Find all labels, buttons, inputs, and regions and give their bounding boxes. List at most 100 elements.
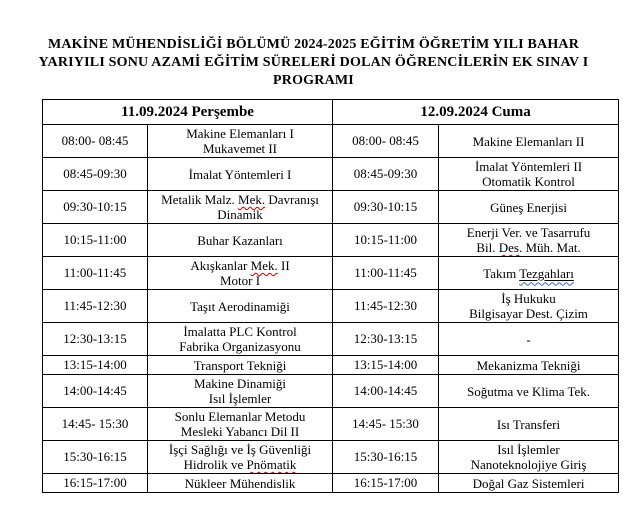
course-line: Isıl İşlemler [441, 442, 616, 457]
course-line: Enerji Ver. ve Tasarrufu [441, 225, 616, 240]
friday-time-cell: 11:00-11:45 [332, 256, 440, 290]
friday-course-cell: Doğal Gaz Sistemleri [438, 473, 620, 493]
course-text: Metalik Malz. [161, 192, 239, 207]
page-title-line-3: PROGRAMI [273, 73, 354, 88]
table-row: 08:45-09:30 İmalat Yöntemleri I 08:45-09:3… [42, 157, 620, 191]
thursday-course-cell: İmalatta PLC Kontrol Fabrika Organizasyon… [146, 322, 334, 356]
course-text: - [526, 331, 531, 347]
course-text: İmalat Yöntemleri I [188, 166, 292, 182]
table-row: 15:30-16:15 İşçi Sağlığı ve İş Güvenliği H… [42, 440, 620, 474]
thursday-time-cell: 14:45- 15:30 [42, 407, 148, 441]
friday-time-cell: 15:30-16:15 [332, 440, 440, 474]
friday-time-cell: 16:15-17:00 [332, 473, 440, 493]
thursday-course-cell: Buhar Kazanları [146, 223, 334, 257]
course-text: Nanoteknolojiye Giriş [470, 457, 587, 472]
friday-course-cell: - [438, 322, 620, 356]
course-line: İş Hukuku [441, 291, 616, 306]
course-text: Davranışı [265, 192, 319, 207]
friday-time-cell: 08:00- 08:45 [332, 124, 440, 158]
table-row: 09:30-10:15 Metalik Malz. Mek. Davranışı D… [42, 190, 620, 224]
thursday-course-cell: Makine Dinamiği Isıl İşlemler [146, 374, 334, 408]
course-text: Isı Transferi [496, 416, 561, 432]
course-text: Transport Tekniği [193, 357, 287, 373]
course-text: Otomatik Kontrol [482, 174, 575, 189]
friday-course-cell: Makine Elemanları II [438, 124, 620, 158]
spellcheck-flagged-word: Mek. [238, 192, 266, 207]
friday-course-cell: Enerji Ver. ve Tasarrufu Bil. Des. Müh. M… [438, 223, 620, 257]
friday-time-cell: 08:45-09:30 [332, 157, 440, 191]
course-text: Isıl İşlemler [497, 442, 560, 457]
schedule-rows: 08:00- 08:45 Makine Elemanları I Mukavemet… [42, 124, 620, 493]
thursday-course-cell: Transport Tekniği [146, 355, 334, 375]
course-line: Otomatik Kontrol [441, 174, 616, 189]
course-line: Mesleki Yabancı Dil II [150, 424, 330, 439]
course-text: Taşıt Aerodinamiği [190, 298, 290, 314]
course-line: Bilgisayar Dest. Çizim [441, 306, 616, 321]
course-text: Güneş Enerjisi [490, 199, 567, 215]
spellcheck-flagged-word: Mek. [250, 258, 278, 273]
course-line: İşçi Sağlığı ve İş Güvenliği [150, 442, 330, 457]
course-line: Makine Dinamiği [150, 376, 330, 391]
thursday-course-cell: Sonlu Elemanlar Metodu Mesleki Yabancı Di… [146, 407, 334, 441]
course-text: Motor I [219, 273, 261, 288]
friday-time-cell: 14:45- 15:30 [332, 407, 440, 441]
course-line: Metalik Malz. Mek. Davranışı [150, 192, 330, 207]
course-line: Akışkanlar Mek. II [150, 258, 330, 273]
friday-time-cell: 11:45-12:30 [332, 289, 440, 323]
thursday-time-cell: 13:15-14:00 [42, 355, 148, 375]
friday-time-cell: 09:30-10:15 [332, 190, 440, 224]
column-header-friday: 12.09.2024 Cuma [332, 99, 620, 125]
friday-course-cell: İş Hukuku Bilgisayar Dest. Çizim [438, 289, 620, 323]
thursday-course-cell: İmalat Yöntemleri I [146, 157, 334, 191]
thursday-time-cell: 15:30-16:15 [42, 440, 148, 474]
course-text: İşçi Sağlığı ve İş Güvenliği [168, 442, 312, 457]
course-text: İş Hukuku [501, 291, 556, 306]
course-text: Makine Elemanları II [472, 133, 585, 149]
course-text: İmalat Yöntemleri II [474, 159, 583, 174]
course-line: Motor I [150, 273, 330, 288]
course-line: Nanoteknolojiye Giriş [441, 457, 616, 472]
course-text: Isıl İşlemler [208, 391, 272, 406]
course-line: Takım Tezgahları [441, 266, 616, 281]
thursday-course-cell: Nükleer Mühendislik [146, 473, 334, 493]
course-text: Makine Dinamiği [193, 376, 287, 391]
course-text: Bil. [476, 240, 499, 255]
thursday-course-cell: İşçi Sağlığı ve İş Güvenliği Hidrolik ve … [146, 440, 334, 474]
friday-time-cell: 12:30-13:15 [332, 322, 440, 356]
course-line: İmalatta PLC Kontrol [150, 324, 330, 339]
thursday-course-cell: Akışkanlar Mek. II Motor I [146, 256, 334, 290]
thursday-time-cell: 16:15-17:00 [42, 473, 148, 493]
table-row: 11:00-11:45 Akışkanlar Mek. II Motor I 11:0… [42, 256, 620, 290]
course-line: Bil. Des. Müh. Mat. [441, 240, 616, 255]
friday-course-cell: Takım Tezgahları [438, 256, 620, 290]
course-line: Taşıt Aerodinamiği [150, 299, 330, 314]
course-line: Dinamik [150, 207, 330, 222]
course-line: Güneş Enerjisi [441, 200, 616, 215]
thursday-time-cell: 12:30-13:15 [42, 322, 148, 356]
course-text: Sonlu Elemanlar Metodu [174, 409, 306, 424]
course-text: Mukavemet II [203, 141, 278, 156]
course-text: Takım [483, 265, 520, 281]
spellcheck-flagged-word: Pnömatik [246, 457, 297, 472]
course-text: Bilgisayar Dest. Çizim [469, 306, 588, 321]
table-row: 11:45-12:30 Taşıt Aerodinamiği 11:45-12:30… [42, 289, 620, 323]
course-line: Buhar Kazanları [150, 233, 330, 248]
course-text: Soğutma ve Klima Tek. [466, 383, 591, 399]
thursday-course-cell: Taşıt Aerodinamiği [146, 289, 334, 323]
friday-course-cell: Güneş Enerjisi [438, 190, 620, 224]
course-text: Makine Elemanları I [186, 126, 294, 141]
course-line: Nükleer Mühendislik [150, 476, 330, 491]
course-line: - [441, 332, 616, 347]
course-text: Nükleer Mühendislik [184, 475, 296, 491]
spellcheck-flagged-word: Des. [498, 240, 523, 255]
friday-time-cell: 10:15-11:00 [332, 223, 440, 257]
page-title-line-1: MAKİNE MÜHENDİSLİĞİ BÖLÜMÜ 2024-2025 EĞİ… [47, 37, 580, 52]
course-text: Müh. Mat. [522, 240, 581, 255]
course-line: İmalat Yöntemleri II [441, 159, 616, 174]
thursday-time-cell: 11:45-12:30 [42, 289, 148, 323]
course-line: Mekanizma Tekniği [441, 358, 616, 373]
thursday-time-cell: 08:45-09:30 [42, 157, 148, 191]
course-text: II [277, 258, 290, 273]
friday-course-cell: Soğutma ve Klima Tek. [438, 374, 620, 408]
